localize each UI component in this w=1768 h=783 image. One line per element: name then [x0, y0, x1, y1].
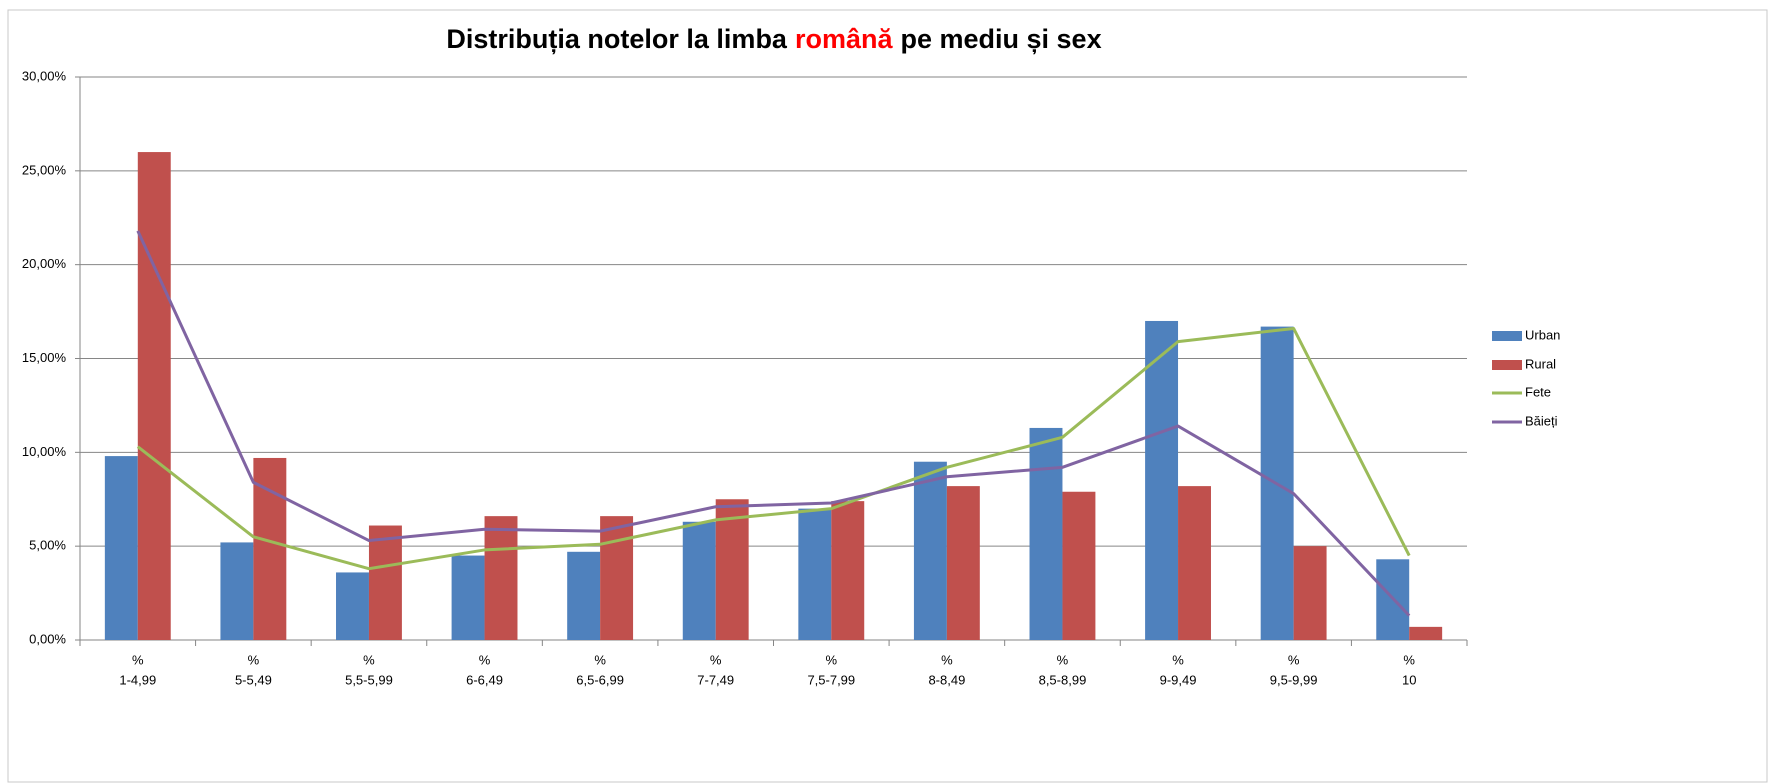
x-tick-label: 8,5-8,99 [1039, 672, 1087, 687]
legend-label: Băieți [1525, 413, 1558, 428]
title-part: pe mediu și sex [901, 24, 1102, 54]
bar [1293, 546, 1327, 640]
bar [1029, 427, 1063, 640]
bar [946, 486, 980, 640]
x-tick-label: 5-5,49 [235, 672, 272, 687]
y-tick-label: 20,00% [22, 256, 67, 271]
title-part: Distribuția notelor la limba [446, 24, 788, 54]
x-tick-label: 9,5-9,99 [1270, 672, 1318, 687]
bar [253, 457, 287, 640]
line-series [136, 326, 1411, 571]
x-tick-label: 1-4,99 [119, 672, 156, 687]
x-tick-label: % [1172, 652, 1184, 667]
x-tick-label: 10 [1402, 672, 1416, 687]
y-tick-label: 30,00% [22, 68, 67, 83]
x-tick-label: % [132, 652, 144, 667]
x-tick-label: % [248, 652, 260, 667]
y-tick-label: 25,00% [22, 162, 67, 177]
chart-border [7, 9, 1768, 783]
x-tick-label: 7,5-7,99 [807, 672, 855, 687]
bar [600, 516, 634, 640]
line-series [136, 230, 1411, 617]
x-tick-label: 5,5-5,99 [345, 672, 393, 687]
bar [1409, 626, 1443, 640]
legend-swatch [1492, 331, 1522, 341]
bar [451, 555, 485, 640]
bar [484, 516, 518, 640]
x-tick-label: % [479, 652, 491, 667]
bar [336, 572, 369, 640]
bar [104, 456, 138, 640]
x-tick-label: 9-9,49 [1160, 672, 1197, 687]
legend-label: Fete [1525, 384, 1551, 399]
legend-label: Urban [1525, 327, 1560, 342]
x-tick-label: % [826, 652, 838, 667]
legend-label: Rural [1525, 356, 1556, 371]
bar [831, 501, 865, 640]
bar [137, 152, 171, 641]
chart-title: Distribuția notelor la limba română pe med… [446, 24, 1101, 54]
y-tick-label: 10,00% [22, 444, 67, 459]
title-highlight: română [795, 24, 894, 54]
x-tick-label: % [1288, 652, 1300, 667]
legend-swatch [1492, 360, 1522, 370]
bar [715, 499, 749, 640]
x-tick-label: % [594, 652, 606, 667]
bar [798, 508, 832, 640]
bar [913, 461, 947, 640]
x-tick-label: % [710, 652, 722, 667]
x-tick-label: 8-8,49 [928, 672, 965, 687]
x-tick-label: 6,5-6,99 [576, 672, 624, 687]
bar [682, 521, 716, 640]
x-tick-label: 7-7,49 [697, 672, 734, 687]
bar [567, 551, 601, 640]
x-tick-label: % [941, 652, 953, 667]
y-tick-label: 15,00% [22, 350, 67, 365]
x-tick-label: % [363, 652, 375, 667]
bar [1178, 486, 1211, 640]
x-tick-label: 6-6,49 [466, 672, 503, 687]
y-tick-label: 5,00% [29, 538, 66, 553]
y-tick-label: 0,00% [29, 631, 66, 646]
bar [1145, 320, 1179, 640]
bar [220, 542, 254, 640]
bar [1062, 491, 1096, 640]
x-tick-label: % [1057, 652, 1069, 667]
bar [368, 525, 402, 640]
x-tick-label: % [1403, 652, 1415, 667]
